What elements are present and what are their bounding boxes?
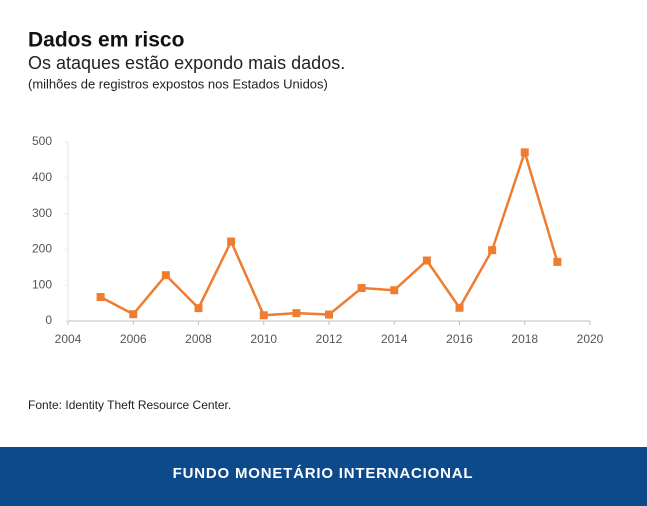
x-tick-label: 2006 (120, 332, 147, 346)
chart-note: (milhões de registros expostos nos Estad… (28, 76, 328, 91)
point (194, 304, 203, 313)
chart-title: Dados em risco (28, 29, 184, 52)
point (488, 246, 497, 255)
point (422, 256, 431, 265)
y-tick-label: 100 (32, 277, 52, 291)
y-tick-label: 500 (32, 134, 52, 148)
source: Fonte: Identity Theft Resource Center. (28, 398, 231, 412)
point (227, 237, 236, 246)
series-line (100, 148, 559, 317)
x-tick-label: 2016 (446, 332, 473, 346)
point (390, 286, 399, 295)
point (553, 257, 562, 266)
x-tick-label: 2018 (511, 332, 538, 346)
x-tick-label: 2004 (55, 332, 82, 346)
x-tick-label: 2008 (185, 332, 212, 346)
point (455, 303, 464, 312)
y-tick-label: 200 (32, 242, 52, 256)
point (357, 284, 366, 293)
chart-subtitle: Os ataques estão expondo mais dados. (28, 53, 345, 73)
x-tick-label: 2020 (577, 332, 604, 346)
point (96, 293, 105, 302)
point (292, 309, 301, 318)
footer-band (0, 447, 647, 506)
x-tick-label: 2010 (250, 332, 277, 346)
point (129, 310, 138, 319)
y-tick-label: 300 (32, 206, 52, 220)
point (325, 310, 333, 319)
y-tick-label: 0 (45, 313, 52, 327)
x-tick-label: 2014 (381, 332, 408, 346)
point (520, 148, 529, 157)
point (161, 271, 170, 280)
x-tick-label: 2012 (316, 332, 343, 346)
y-tick-label: 400 (32, 170, 52, 184)
point (259, 311, 268, 320)
footer: FUNDO MONETÁRIO INTERNACIONAL (173, 465, 474, 482)
